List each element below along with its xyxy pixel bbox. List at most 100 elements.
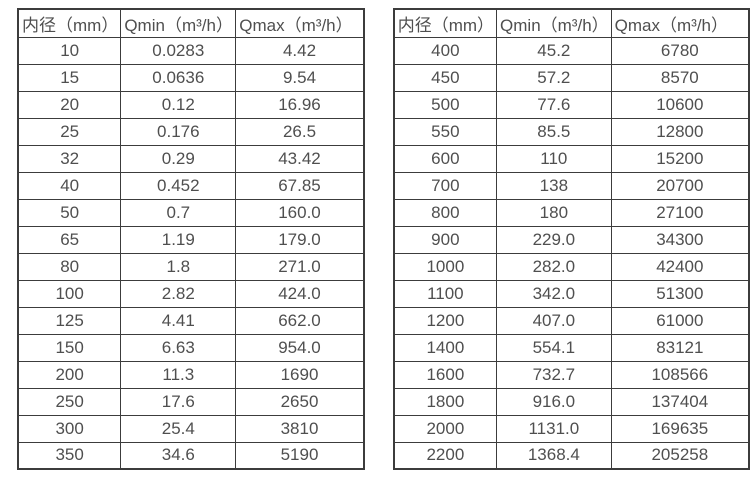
- cell-qmin: 554.1: [496, 333, 612, 362]
- cell-inner-diameter: 32: [17, 144, 122, 173]
- cell-qmax: 9.54: [235, 63, 365, 92]
- header-row: 内径（mm） Qmin（m³/h） Qmax（m³/h）: [393, 8, 750, 38]
- table-row: 600 110 15200: [393, 144, 750, 173]
- cell-qmin: 0.7: [120, 198, 237, 227]
- cell-qmax: 42400: [610, 252, 750, 281]
- cell-qmax: 169635: [610, 414, 750, 443]
- cell-qmin: 4.41: [120, 306, 237, 335]
- cell-qmin: 11.3: [120, 360, 237, 389]
- cell-qmin: 282.0: [496, 252, 612, 281]
- cell-qmin: 732.7: [496, 360, 612, 389]
- cell-inner-diameter: 25: [17, 117, 122, 146]
- cell-qmin: 1.19: [120, 225, 237, 254]
- cell-inner-diameter: 1600: [393, 360, 498, 389]
- cell-qmin: 1368.4: [496, 441, 612, 470]
- cell-inner-diameter: 150: [17, 333, 122, 362]
- cell-inner-diameter: 300: [17, 414, 122, 443]
- table-row: 1600 732.7 108566: [393, 360, 750, 389]
- cell-qmax: 954.0: [235, 333, 365, 362]
- cell-inner-diameter: 450: [393, 63, 498, 92]
- cell-qmin: 0.176: [120, 117, 237, 146]
- table-row: 1400 554.1 83121: [393, 333, 750, 362]
- cell-qmax: 179.0: [235, 225, 365, 254]
- table-row: 20 0.12 16.96: [17, 90, 365, 119]
- table-row: 80 1.8 271.0: [17, 252, 365, 281]
- table-row: 15 0.0636 9.54: [17, 63, 365, 92]
- cell-qmin: 45.2: [496, 36, 612, 65]
- cell-qmin: 1131.0: [496, 414, 612, 443]
- table-row: 900 229.0 34300: [393, 225, 750, 254]
- cell-qmax: 662.0: [235, 306, 365, 335]
- cell-qmax: 205258: [610, 441, 750, 470]
- table-row: 40 0.452 67.85: [17, 171, 365, 200]
- cell-qmin: 229.0: [496, 225, 612, 254]
- cell-inner-diameter: 15: [17, 63, 122, 92]
- cell-qmin: 407.0: [496, 306, 612, 335]
- cell-qmin: 77.6: [496, 90, 612, 119]
- cell-inner-diameter: 1000: [393, 252, 498, 281]
- table-row: 400 45.2 6780: [393, 36, 750, 65]
- cell-qmax: 10600: [610, 90, 750, 119]
- cell-inner-diameter: 200: [17, 360, 122, 389]
- cell-inner-diameter: 1400: [393, 333, 498, 362]
- cell-qmax: 137404: [610, 387, 750, 416]
- cell-inner-diameter: 1800: [393, 387, 498, 416]
- cell-qmin: 342.0: [496, 279, 612, 308]
- table-body: 10 0.0283 4.42 15 0.0636 9.54 20 0.12 16…: [17, 36, 365, 470]
- table-header: 内径（mm） Qmin（m³/h） Qmax（m³/h）: [17, 8, 365, 38]
- table-row: 1000 282.0 42400: [393, 252, 750, 281]
- cell-qmax: 12800: [610, 117, 750, 146]
- cell-qmin: 180: [496, 198, 612, 227]
- cell-qmax: 83121: [610, 333, 750, 362]
- cell-qmax: 2650: [235, 387, 365, 416]
- cell-qmax: 67.85: [235, 171, 365, 200]
- cell-qmax: 61000: [610, 306, 750, 335]
- table-row: 2200 1368.4 205258: [393, 441, 750, 470]
- cell-inner-diameter: 50: [17, 198, 122, 227]
- table-row: 1800 916.0 137404: [393, 387, 750, 416]
- cell-qmax: 6780: [610, 36, 750, 65]
- table-row: 450 57.2 8570: [393, 63, 750, 92]
- table-row: 800 180 27100: [393, 198, 750, 227]
- flow-table-small-diameters: 内径（mm） Qmin（m³/h） Qmax（m³/h） 10 0.0283 4…: [17, 8, 365, 470]
- table-row: 65 1.19 179.0: [17, 225, 365, 254]
- cell-inner-diameter: 1200: [393, 306, 498, 335]
- cell-inner-diameter: 900: [393, 225, 498, 254]
- cell-qmin: 25.4: [120, 414, 237, 443]
- cell-inner-diameter: 125: [17, 306, 122, 335]
- table-row: 100 2.82 424.0: [17, 279, 365, 308]
- header-qmax: Qmax（m³/h）: [610, 8, 750, 38]
- cell-qmin: 0.0283: [120, 36, 237, 65]
- table-body: 400 45.2 6780 450 57.2 8570 500 77.6 106…: [393, 36, 750, 470]
- cell-inner-diameter: 550: [393, 117, 498, 146]
- table-row: 32 0.29 43.42: [17, 144, 365, 173]
- table-row: 1200 407.0 61000: [393, 306, 750, 335]
- header-qmin: Qmin（m³/h）: [496, 8, 612, 38]
- table-row: 700 138 20700: [393, 171, 750, 200]
- cell-qmin: 6.63: [120, 333, 237, 362]
- table-row: 250 17.6 2650: [17, 387, 365, 416]
- cell-qmax: 424.0: [235, 279, 365, 308]
- header-qmax: Qmax（m³/h）: [235, 8, 365, 38]
- cell-inner-diameter: 65: [17, 225, 122, 254]
- table-header: 内径（mm） Qmin（m³/h） Qmax（m³/h）: [393, 8, 750, 38]
- table-row: 500 77.6 10600: [393, 90, 750, 119]
- table-row: 550 85.5 12800: [393, 117, 750, 146]
- cell-inner-diameter: 350: [17, 441, 122, 470]
- cell-qmax: 16.96: [235, 90, 365, 119]
- cell-inner-diameter: 20: [17, 90, 122, 119]
- cell-qmin: 0.452: [120, 171, 237, 200]
- cell-qmin: 110: [496, 144, 612, 173]
- cell-qmin: 138: [496, 171, 612, 200]
- cell-qmin: 57.2: [496, 63, 612, 92]
- cell-qmax: 8570: [610, 63, 750, 92]
- cell-inner-diameter: 250: [17, 387, 122, 416]
- cell-inner-diameter: 700: [393, 171, 498, 200]
- header-qmin: Qmin（m³/h）: [120, 8, 237, 38]
- cell-inner-diameter: 400: [393, 36, 498, 65]
- cell-qmax: 27100: [610, 198, 750, 227]
- table-row: 350 34.6 5190: [17, 441, 365, 470]
- cell-qmin: 0.0636: [120, 63, 237, 92]
- cell-qmax: 34300: [610, 225, 750, 254]
